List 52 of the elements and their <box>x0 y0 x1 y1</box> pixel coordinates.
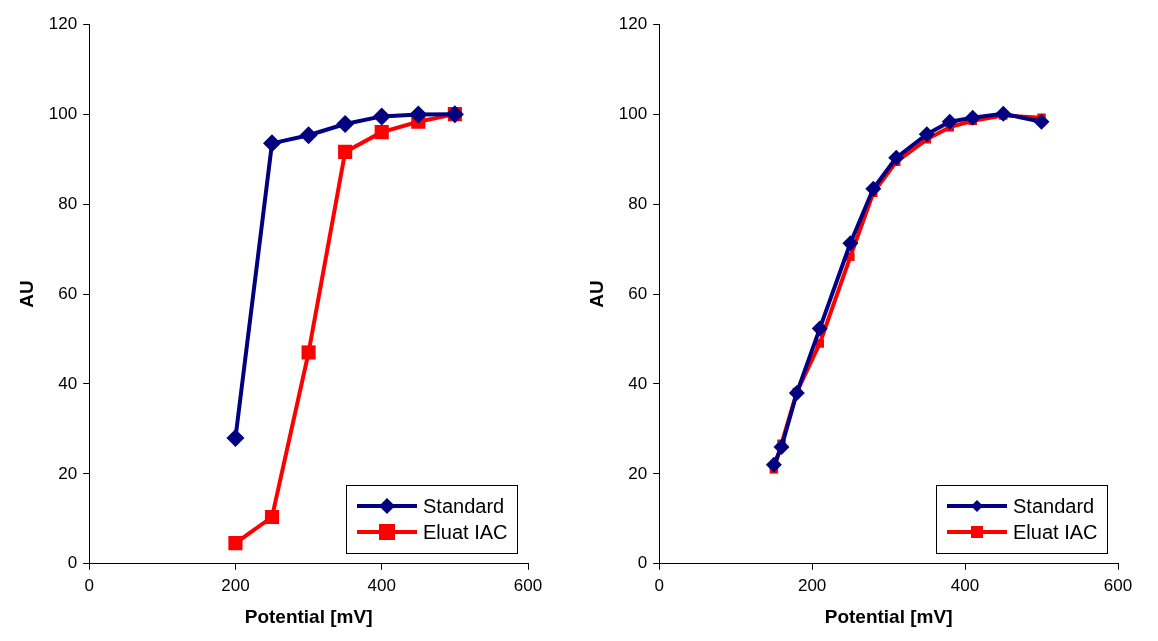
point <box>263 134 282 153</box>
x-tick-label: 600 <box>513 575 543 595</box>
point <box>888 149 905 166</box>
point <box>336 115 355 134</box>
legend-label: Eluat IAC <box>1013 520 1098 544</box>
y-tick-label: 60 <box>628 283 648 303</box>
y-tick-label: 60 <box>58 283 78 303</box>
y-tick-label: 80 <box>58 193 78 213</box>
point <box>264 509 280 525</box>
point <box>299 126 318 145</box>
legend-label: Eluat IAC <box>423 520 508 544</box>
point <box>372 107 391 126</box>
y-tick-label: 40 <box>628 373 648 393</box>
y-axis-title: AU <box>15 280 37 308</box>
point <box>1033 113 1050 130</box>
point <box>226 428 245 447</box>
point <box>865 180 882 197</box>
y-tick-label: 120 <box>618 13 648 33</box>
point <box>374 125 389 140</box>
x-tick-label: 200 <box>797 575 827 595</box>
y-tick-label: 0 <box>67 553 78 573</box>
y-tick-label: 100 <box>48 103 78 123</box>
point <box>765 456 782 473</box>
x-tick-label: 0 <box>84 575 94 595</box>
y-axis-title: AU <box>585 280 607 308</box>
point <box>918 126 935 143</box>
y-tick-label: 100 <box>618 103 648 123</box>
x-tick-label: 200 <box>221 575 250 595</box>
legend-label: Standard <box>423 494 505 518</box>
x-tick-label: 400 <box>950 575 980 595</box>
point <box>941 113 958 130</box>
y-tick-label: 120 <box>48 13 78 33</box>
point <box>788 384 805 401</box>
x-axis-title: Potential [mV] <box>824 605 953 627</box>
point <box>338 144 353 159</box>
y-tick-label: 20 <box>628 463 648 483</box>
x-tick-label: 0 <box>654 575 664 595</box>
y-tick-label: 0 <box>637 553 648 573</box>
point <box>842 235 859 252</box>
y-tick-label: 80 <box>628 193 648 213</box>
point <box>301 345 316 360</box>
point <box>409 105 428 124</box>
y-tick-label: 40 <box>58 373 78 393</box>
point <box>773 438 790 455</box>
x-axis-title: Potential [mV] <box>244 605 373 627</box>
point <box>811 320 828 337</box>
legend-label: Standard <box>1013 494 1095 518</box>
y-tick-label: 20 <box>58 463 78 483</box>
point <box>964 109 981 126</box>
x-tick-label: 400 <box>367 575 396 595</box>
point <box>228 536 243 551</box>
x-tick-label: 600 <box>1103 575 1133 595</box>
